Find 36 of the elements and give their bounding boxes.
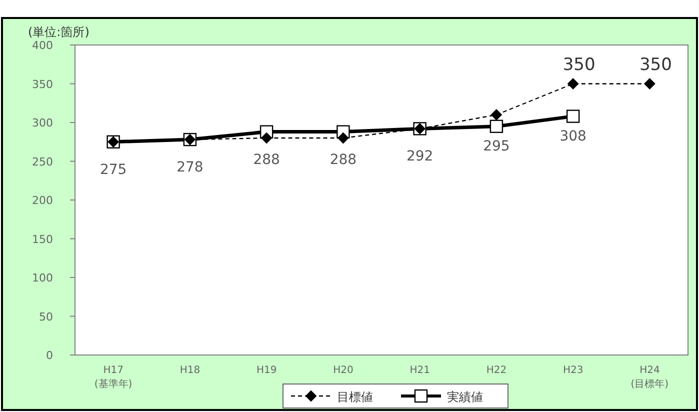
- x-tick-label: H17 (基準年): [94, 365, 132, 390]
- point: [490, 120, 504, 133]
- x-tick-label: H24 (目標年): [630, 365, 669, 390]
- point: [568, 78, 579, 90]
- x-tick-label: H23: [562, 365, 584, 376]
- data-label: 275: [100, 162, 127, 178]
- y-tick-label: 350: [32, 78, 53, 91]
- data-label: 295: [483, 138, 510, 154]
- point: [338, 132, 349, 144]
- y-tick-label: 150: [32, 232, 53, 246]
- point: [566, 110, 580, 123]
- data-label: 278: [176, 160, 204, 176]
- data-label: 308: [560, 128, 586, 144]
- y-tick-label: 300: [32, 116, 53, 130]
- y-tick-label: 250: [32, 155, 53, 168]
- data-label: 350: [639, 54, 672, 75]
- x-tick-label: H20: [333, 365, 354, 376]
- point: [644, 78, 656, 90]
- x-tick-label: H21: [410, 365, 430, 376]
- point: [261, 132, 272, 144]
- y-axis-title: (単位:箇所): [28, 25, 90, 39]
- y-tick-label: 0: [46, 349, 53, 362]
- y-tick-label: 50: [39, 310, 53, 324]
- data-label: 292: [406, 148, 434, 165]
- x-tick-label: H22: [486, 365, 507, 376]
- y-tick-label: 200: [32, 194, 53, 207]
- data-label: 288: [253, 152, 280, 168]
- y-tick-label: 100: [32, 272, 53, 284]
- legend-label: 目標値: [337, 390, 373, 404]
- point: [490, 109, 502, 120]
- x-tick-label: H19: [256, 365, 277, 376]
- data-label: 350: [562, 54, 596, 75]
- x-tick-label: H18: [180, 365, 200, 376]
- data-label: 288: [330, 152, 357, 168]
- legend-label: 実績値: [447, 390, 483, 404]
- y-tick-label: 400: [32, 39, 53, 52]
